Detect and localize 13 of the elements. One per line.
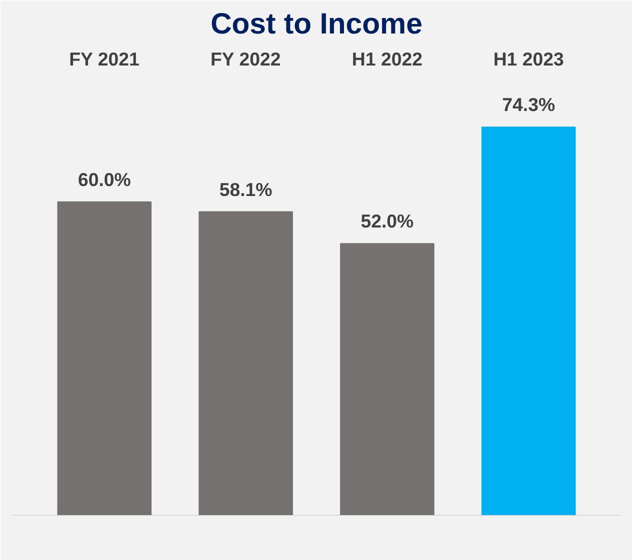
data-label: 74.3% [502,94,556,116]
x-tick-label: H1 2023 [493,48,564,70]
x-tick-label: H1 2022 [352,48,422,70]
data-label: 58.1% [219,178,273,200]
bar [198,211,293,516]
bar [481,126,576,516]
bar [340,243,434,516]
bar [57,201,152,516]
data-label: 52.0% [360,210,414,232]
chart-title: Cost to Income [210,8,422,40]
x-tick-label: FY 2022 [210,48,281,70]
x-tick-label: FY 2021 [69,48,140,70]
data-label: 60.0% [78,168,132,190]
